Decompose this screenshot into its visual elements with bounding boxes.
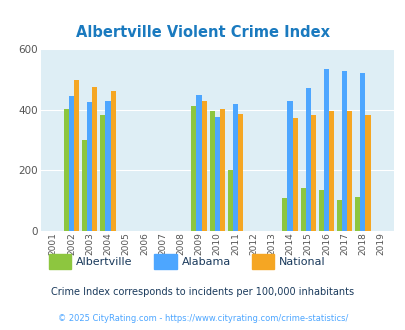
Bar (82, 140, 87, 231)
Bar (64, 109, 69, 231)
Bar (282, 198, 287, 231)
Bar (305, 88, 310, 231)
Bar (359, 73, 364, 231)
Text: © 2025 CityRating.com - https://www.cityrating.com/crime-statistics/: © 2025 CityRating.com - https://www.city… (58, 314, 347, 323)
Bar (191, 106, 196, 231)
Bar (201, 101, 206, 231)
Bar (232, 104, 237, 231)
Bar (227, 170, 232, 231)
Bar (237, 114, 243, 231)
Bar (196, 95, 201, 231)
Bar (336, 200, 341, 231)
Bar (300, 188, 305, 231)
Bar (214, 116, 219, 231)
Bar (364, 115, 370, 231)
Bar (110, 91, 115, 231)
Text: Alabama: Alabama (181, 256, 230, 267)
Bar (310, 115, 315, 231)
Text: Albertville Violent Crime Index: Albertville Violent Crime Index (76, 25, 329, 40)
Bar (328, 111, 333, 231)
Bar (219, 109, 224, 231)
Text: National: National (278, 256, 325, 267)
Bar (100, 115, 105, 231)
Bar (69, 96, 74, 231)
Bar (92, 87, 97, 231)
Bar (323, 69, 328, 231)
Text: Albertville: Albertville (76, 256, 132, 267)
Bar (105, 101, 110, 231)
Bar (87, 102, 92, 231)
Bar (346, 111, 352, 231)
Bar (209, 111, 214, 231)
Text: Crime Index corresponds to incidents per 100,000 inhabitants: Crime Index corresponds to incidents per… (51, 287, 354, 297)
Bar (341, 71, 346, 231)
Bar (287, 101, 292, 231)
Bar (74, 80, 79, 231)
Bar (318, 190, 323, 231)
Bar (292, 118, 297, 231)
Bar (354, 197, 359, 231)
